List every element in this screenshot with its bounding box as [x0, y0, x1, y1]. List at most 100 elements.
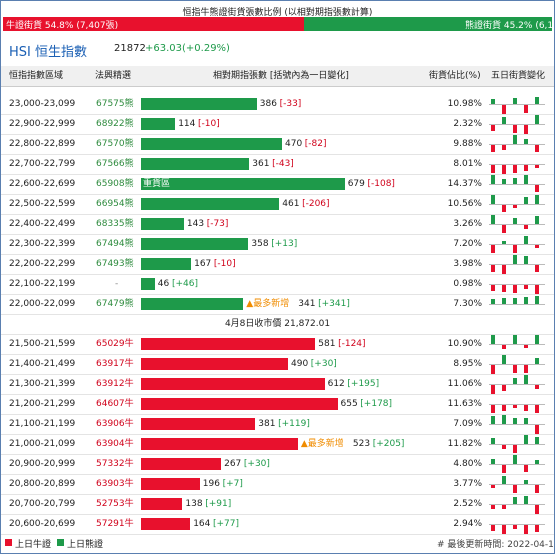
mini-bar [513, 497, 517, 504]
code: 67479熊 [96, 299, 134, 309]
mini-bar [491, 437, 495, 444]
mini-bar [524, 138, 528, 144]
mini-bar [524, 165, 528, 172]
change: [+13] [271, 239, 298, 249]
mini-bar [491, 195, 495, 204]
mini-axis [489, 444, 545, 445]
range: 20,700-20,799 [9, 499, 76, 509]
mini-bar [513, 485, 517, 494]
mini-bar [524, 105, 528, 113]
mini-bar [513, 135, 517, 144]
mini-bar [502, 225, 506, 234]
mini-bar [513, 445, 517, 453]
change: [-82] [304, 139, 327, 149]
mini-bar [524, 175, 528, 184]
count-bar [141, 238, 249, 250]
range: 21,200-21,299 [9, 399, 76, 409]
change: [-73] [206, 219, 229, 229]
count-bar [141, 298, 244, 310]
mini-bar [502, 355, 506, 364]
mini-bar [524, 525, 528, 534]
mini-bar [535, 385, 539, 390]
mini-axis [489, 424, 545, 425]
mini-bar [513, 255, 517, 264]
mini-axis [489, 524, 545, 525]
change: [+119] [278, 419, 310, 429]
mini-bar [491, 405, 495, 414]
mini-bar [535, 185, 539, 193]
mini-bar [502, 385, 506, 392]
mini-axis [489, 504, 545, 505]
mini-axis [489, 304, 545, 305]
count: 581 [318, 339, 336, 349]
code: 64607牛 [96, 399, 134, 409]
share: 11.82% [447, 439, 482, 449]
table-row: 21,200-21,299 64607牛 655 [+178] 11.63% [1, 394, 554, 415]
code: 68335熊 [96, 219, 134, 229]
range: 21,100-21,199 [9, 419, 76, 429]
change: [+46] [172, 279, 199, 289]
mini-bar [491, 459, 495, 464]
mini-bar [513, 365, 517, 374]
mini-axis [489, 264, 545, 265]
mini-bar [513, 525, 517, 529]
mini-bar [502, 405, 506, 412]
table-row: 21,300-21,399 63912牛 612 [+195] 11.06% [1, 374, 554, 395]
change: [+91] [205, 499, 232, 509]
table-row: 22,500-22,599 66954熊 461 [-206] 10.56% [1, 194, 554, 215]
count-bar [141, 98, 257, 110]
mini-bar [535, 216, 539, 224]
mini-bar [535, 335, 539, 344]
mini-bar [491, 145, 495, 153]
count: 470 [285, 139, 303, 149]
code: 52753牛 [96, 499, 134, 509]
new-tag: ▲最多新增 [300, 439, 344, 449]
code: 63903牛 [96, 479, 134, 489]
table-row: 22,000-22,099 67479熊 ▲最多新增 341 [+341] 7.30% [1, 294, 554, 315]
code: 65908熊 [96, 179, 134, 189]
ratio-bar: 牛證街貨 54.8% (7,407張) 熊證街貨 45.2% (6,104張 [3, 17, 552, 31]
change: [+205] [372, 439, 405, 449]
range: 22,400-22,499 [9, 219, 76, 229]
change: [+30] [310, 359, 337, 369]
count: 143 [186, 219, 205, 229]
share: 14.37% [447, 179, 482, 189]
code: 67493熊 [96, 259, 134, 269]
change: [-10] [198, 119, 220, 129]
count-bar [141, 378, 325, 390]
count: 655 [340, 399, 358, 409]
mini-axis [489, 464, 545, 465]
code: 67494熊 [96, 239, 134, 249]
range: 22,200-22,299 [9, 259, 76, 269]
change: [-43] [272, 159, 294, 169]
table-row: 22,600-22,699 65908熊 重貨區 679 [-108] 14.37% [1, 174, 554, 195]
mini-bar [535, 525, 539, 532]
change: [-206] [302, 199, 330, 209]
table-row: 22,800-22,899 67570熊 470 [-82] 9.88% [1, 134, 554, 155]
count: 461 [282, 199, 300, 209]
share: 3.26% [453, 219, 482, 229]
share: 8.95% [453, 359, 482, 369]
mini-bar [524, 495, 528, 504]
count: 523 [352, 439, 371, 449]
count: 358 [251, 239, 269, 249]
mini-bar [524, 375, 528, 384]
mini-bar [535, 195, 539, 204]
mini-bar [502, 525, 506, 534]
range: 20,900-20,999 [9, 459, 76, 469]
code: 63912牛 [96, 379, 134, 389]
col-head: 法興精選 [95, 71, 132, 81]
mini-bar [502, 465, 506, 474]
mini-bar [535, 265, 539, 272]
mini-bar [513, 285, 517, 294]
share: 2.94% [453, 519, 482, 529]
mini-axis [489, 184, 545, 185]
share: 11.06% [447, 379, 482, 389]
mini-bar [491, 335, 495, 344]
code: 66954熊 [96, 199, 134, 209]
col-head: 相對期指張數 [括號內為一日變化] [213, 71, 349, 81]
change: [-10] [213, 259, 236, 269]
col-head: 恒指指數區域 [9, 71, 64, 81]
mini-bar [535, 165, 539, 169]
share: 3.77% [453, 479, 482, 489]
